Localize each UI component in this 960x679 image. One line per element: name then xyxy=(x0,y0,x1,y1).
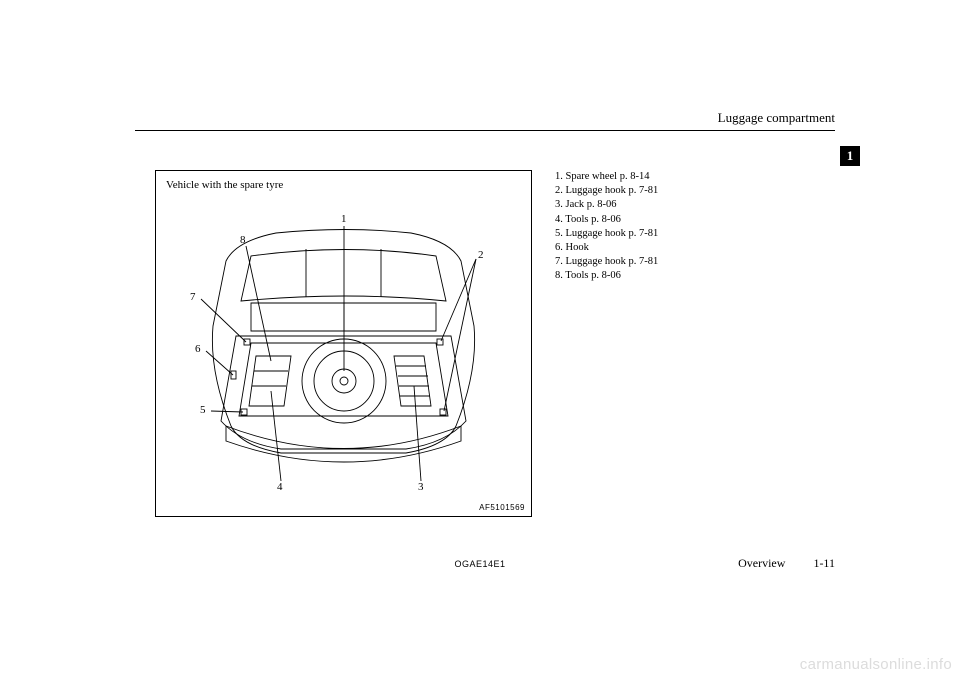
watermark: carmanualsonline.info xyxy=(800,656,952,673)
figure-code: AF5101569 xyxy=(479,503,525,512)
footer-page: 1-11 xyxy=(813,556,835,570)
callout-1: 1 xyxy=(341,213,347,225)
footer-doc-code: OGAE14E1 xyxy=(454,559,505,569)
callout-8: 8 xyxy=(240,234,246,246)
callout-3: 3 xyxy=(418,481,424,493)
figure-box: Vehicle with the spare tyre xyxy=(155,170,532,517)
legend-item: 3. Jack p. 8-06 xyxy=(555,198,658,212)
callout-4: 4 xyxy=(277,481,283,493)
legend-item: 8. Tools p. 8-06 xyxy=(555,269,658,283)
top-rule xyxy=(135,130,835,131)
legend-item: 4. Tools p. 8-06 xyxy=(555,213,658,227)
legend-item: 2. Luggage hook p. 7-81 xyxy=(555,184,658,198)
legend-item: 6. Hook xyxy=(555,241,658,255)
callout-7: 7 xyxy=(190,291,196,303)
legend-list: 1. Spare wheel p. 8-14 2. Luggage hook p… xyxy=(555,170,658,283)
callout-6: 6 xyxy=(195,343,201,355)
footer-right: Overview 1-11 xyxy=(738,556,835,571)
legend-item: 7. Luggage hook p. 7-81 xyxy=(555,255,658,269)
callout-2: 2 xyxy=(478,249,484,261)
callout-5: 5 xyxy=(200,404,206,416)
legend-item: 1. Spare wheel p. 8-14 xyxy=(555,170,658,184)
footer-section: Overview xyxy=(738,556,785,570)
section-title: Luggage compartment xyxy=(718,110,835,126)
legend-item: 5. Luggage hook p. 7-81 xyxy=(555,227,658,241)
chapter-tab: 1 xyxy=(840,146,860,166)
